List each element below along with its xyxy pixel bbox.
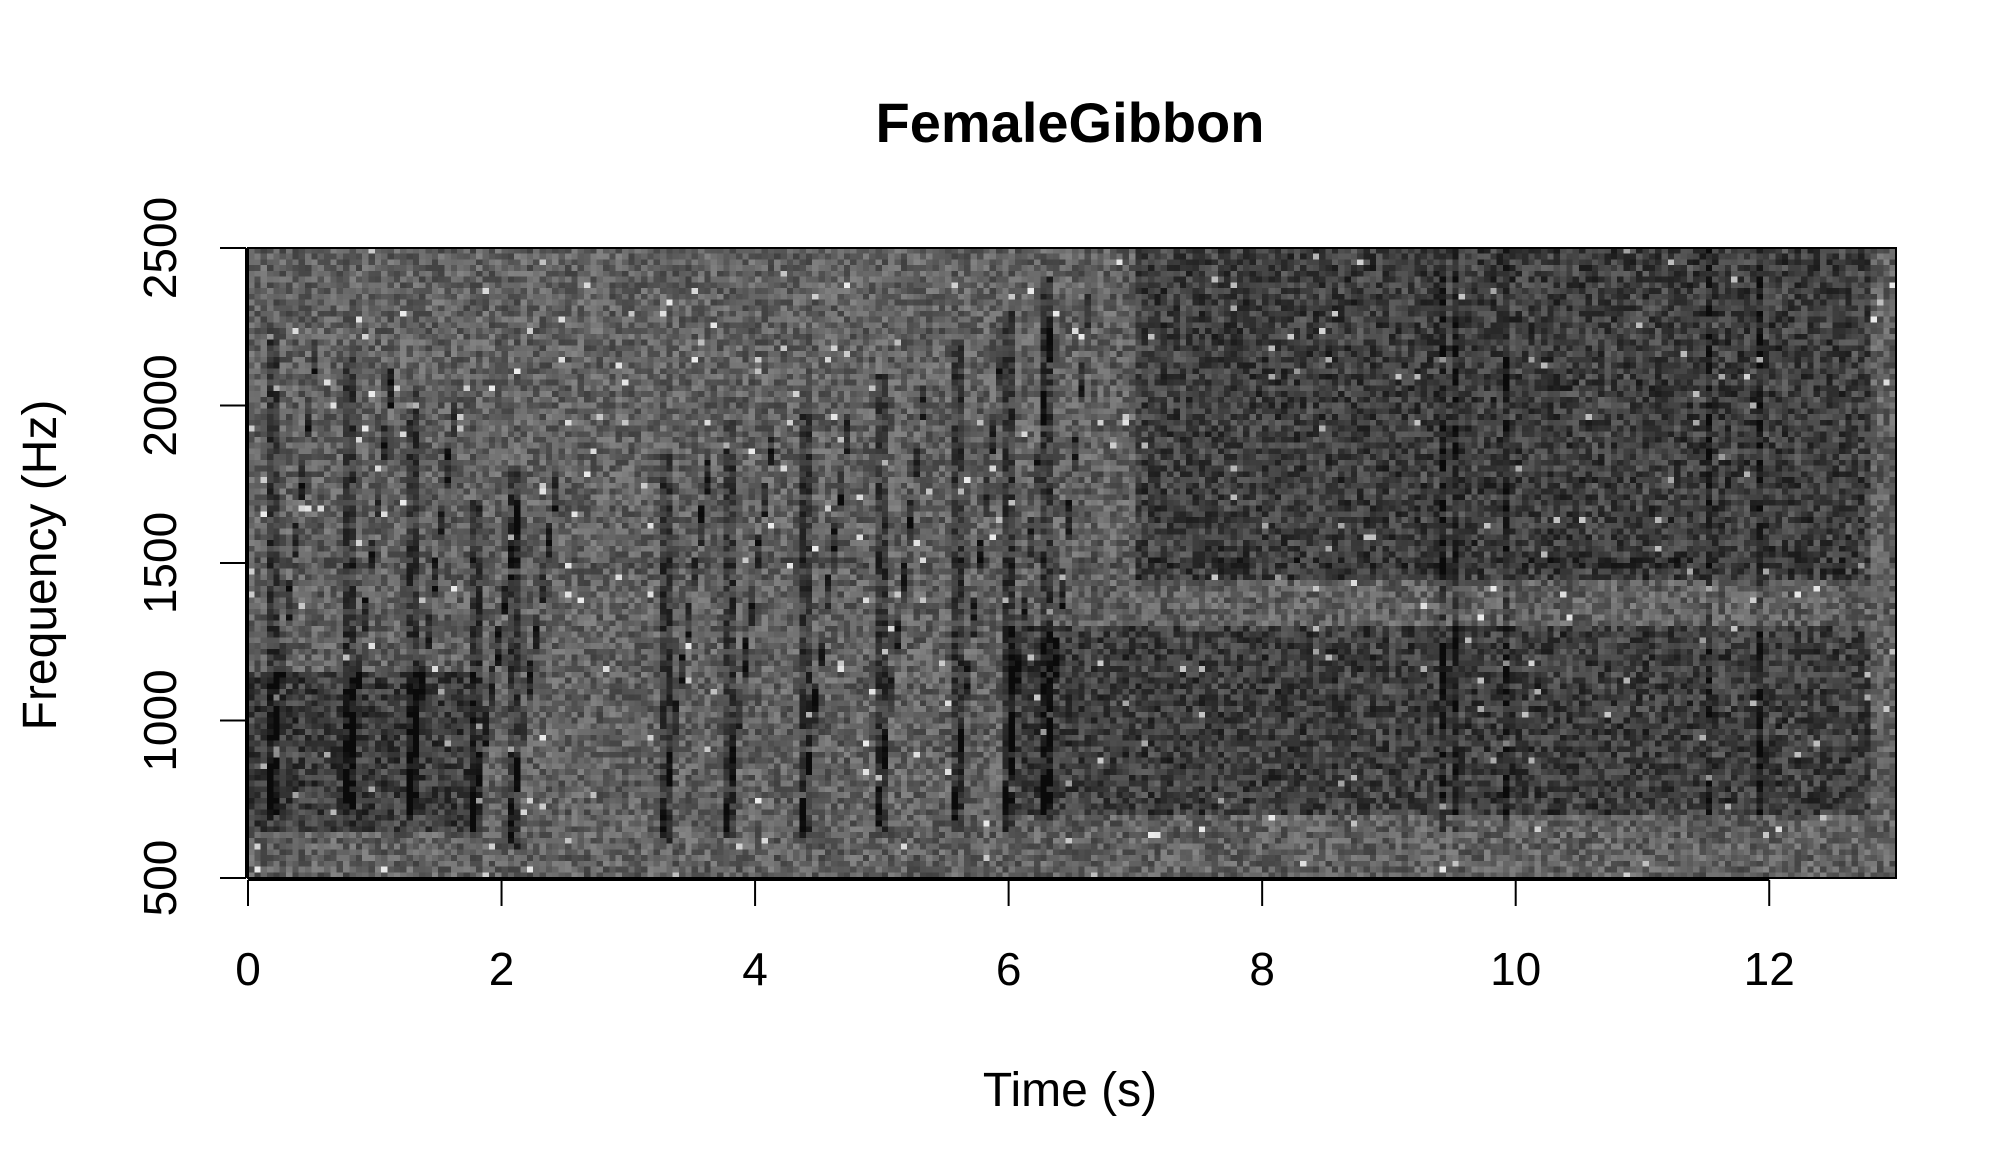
- x-tick-label: 6: [996, 943, 1022, 995]
- x-tick-label: 8: [1249, 943, 1275, 995]
- y-tick-label: 1000: [134, 669, 186, 771]
- y-axis: 500 1000 1500 2000 2500: [134, 197, 247, 917]
- spectrogram-image: [248, 248, 1896, 878]
- x-tick-label: 10: [1490, 943, 1541, 995]
- x-tick-label: 0: [235, 943, 261, 995]
- x-axis: 0 2 4 6 8 10 12: [235, 879, 1795, 995]
- chart-title: FemaleGibbon: [876, 91, 1265, 154]
- plot-frame: [247, 247, 1897, 879]
- y-tick-label: 1500: [134, 512, 186, 614]
- y-tick-label: 2000: [134, 354, 186, 456]
- x-tick-label: 2: [489, 943, 515, 995]
- plot-area: [247, 247, 1897, 879]
- y-tick-label: 500: [134, 840, 186, 917]
- x-tick-label: 4: [742, 943, 768, 995]
- y-tick-label: 2500: [134, 197, 186, 299]
- y-axis-label: Frequency (Hz): [14, 400, 67, 731]
- x-axis-label: Time (s): [983, 1064, 1157, 1117]
- x-tick-label: 12: [1744, 943, 1795, 995]
